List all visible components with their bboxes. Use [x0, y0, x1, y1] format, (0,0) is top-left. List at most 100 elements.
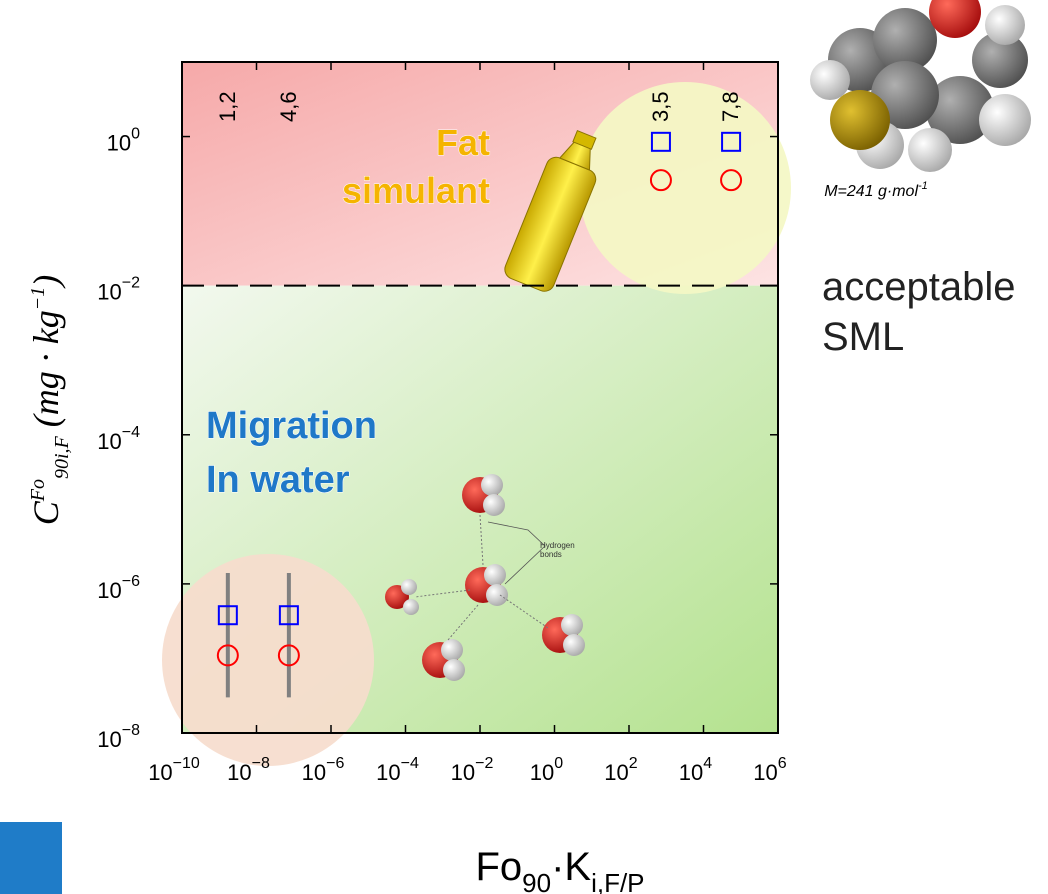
x-label-part: i,F/P [591, 868, 644, 894]
tick-base: 10 [148, 760, 172, 785]
tick-exponent: 0 [131, 126, 140, 143]
y-label-part: 90 [51, 459, 73, 479]
water-label: In water [206, 459, 350, 501]
point-label: 4,6 [276, 91, 301, 122]
hydrogen-bond [414, 589, 471, 598]
tick-exponent: −10 [173, 755, 200, 772]
x-label-part: Fo [475, 845, 522, 889]
tick-base: 10 [97, 727, 121, 752]
fat-label: simulant [342, 170, 490, 211]
tick-exponent: −6 [122, 573, 140, 590]
tick-base: 10 [302, 760, 326, 785]
bottle-icon [504, 129, 597, 292]
tick-exponent: −6 [326, 755, 344, 772]
molecule-icon [810, 0, 1031, 172]
tick-label: 10−8 [97, 722, 140, 752]
y-label-part: ) [26, 275, 66, 289]
circle-marker [720, 169, 743, 192]
tick-exponent: −8 [252, 755, 270, 772]
hydrogen [563, 634, 585, 656]
tick-label: 100 [530, 755, 563, 785]
hbonds-line: Hydrogen [540, 541, 575, 550]
tick-label: 106 [753, 755, 786, 785]
hydrogen [443, 659, 465, 681]
water-molecule [462, 474, 505, 516]
y-label-part: Fo [27, 479, 49, 502]
tick-base: 10 [97, 429, 121, 454]
hbonds-line: bonds [540, 550, 562, 559]
tick-label: 10−2 [451, 755, 494, 785]
tick-base: 10 [753, 760, 777, 785]
y-label-part: −1 [27, 287, 49, 311]
water-molecule [542, 614, 585, 656]
tick-exponent: 4 [703, 755, 712, 772]
tick-label: 102 [604, 755, 637, 785]
bottle-cap [572, 129, 597, 150]
tick-base: 10 [107, 131, 131, 156]
tick-label: 10−2 [97, 275, 140, 305]
hydrogen [483, 494, 505, 516]
tick-exponent: −2 [122, 275, 140, 292]
point-label: 1,2 [215, 91, 240, 122]
water-molecule [422, 639, 465, 681]
square-marker [650, 131, 671, 152]
hydrogen [561, 614, 583, 636]
x-label-part: 90 [522, 868, 551, 894]
point-label: 7,8 [718, 91, 743, 122]
molar-mass-exp: -1 [918, 180, 928, 192]
highlight-circle [579, 82, 791, 294]
callout-line [487, 521, 546, 585]
tick-base: 10 [97, 280, 121, 305]
tick-label: 100 [107, 126, 140, 156]
hydrogen [484, 564, 506, 586]
tick-exponent: 2 [629, 755, 638, 772]
hydrogen-bond [479, 514, 484, 566]
hydrogen [481, 474, 503, 496]
tick-base: 10 [97, 578, 121, 603]
y-label-part: i,F [51, 435, 73, 459]
square-marker [217, 605, 238, 626]
hydrogen [441, 639, 463, 661]
molar-mass-base: M=241 g·mol [824, 183, 918, 200]
tick-label: 10−10 [148, 755, 200, 785]
y-label-part: (mg · kg [26, 310, 66, 436]
plot-area: Hydrogen bonds acceptable SML 1,2 4,6 3,5 7,8 [162, 61, 1015, 766]
circle-marker [277, 644, 300, 667]
water-molecule [465, 564, 508, 606]
tick-base: 10 [227, 760, 251, 785]
hydrogen [403, 599, 419, 615]
tick-label: 10−8 [227, 755, 270, 785]
tick-label: 10−4 [376, 755, 419, 785]
hydrogen [401, 579, 417, 595]
x-label-part: ·K [551, 845, 591, 889]
corner-block [0, 822, 62, 894]
threshold-label: SML [822, 315, 904, 359]
threshold-label: acceptable [822, 265, 1015, 309]
highlight-circle [162, 554, 374, 766]
tick-label: 10−6 [97, 573, 140, 603]
tick-base: 10 [604, 760, 628, 785]
water-molecule [385, 579, 419, 615]
tick-label: 10−6 [302, 755, 345, 785]
molar-mass: M=241 g·mol-1 [824, 180, 928, 200]
hydrogen-bond [499, 594, 549, 629]
hydrogen [486, 584, 508, 606]
tick-exponent: −4 [122, 424, 140, 441]
square-marker [721, 131, 742, 152]
circle-marker [216, 644, 239, 667]
x-axis-label: Fo90·Ki,F/P [475, 845, 644, 894]
circle-marker [649, 169, 672, 192]
tick-exponent: −8 [122, 722, 140, 739]
tick-exponent: −2 [475, 755, 493, 772]
y-axis-label: CFo90i,F (mg · kg−1) [26, 275, 73, 525]
tick-base: 10 [679, 760, 703, 785]
tick-label: 104 [679, 755, 712, 785]
hbonds-label: Hydrogen bonds [540, 541, 575, 559]
tick-exponent: 6 [778, 755, 787, 772]
tick-exponent: 0 [554, 755, 563, 772]
y-label-part: C [26, 500, 66, 525]
tick-exponent: −4 [401, 755, 419, 772]
water-label: Migration [206, 405, 377, 447]
tick-base: 10 [451, 760, 475, 785]
